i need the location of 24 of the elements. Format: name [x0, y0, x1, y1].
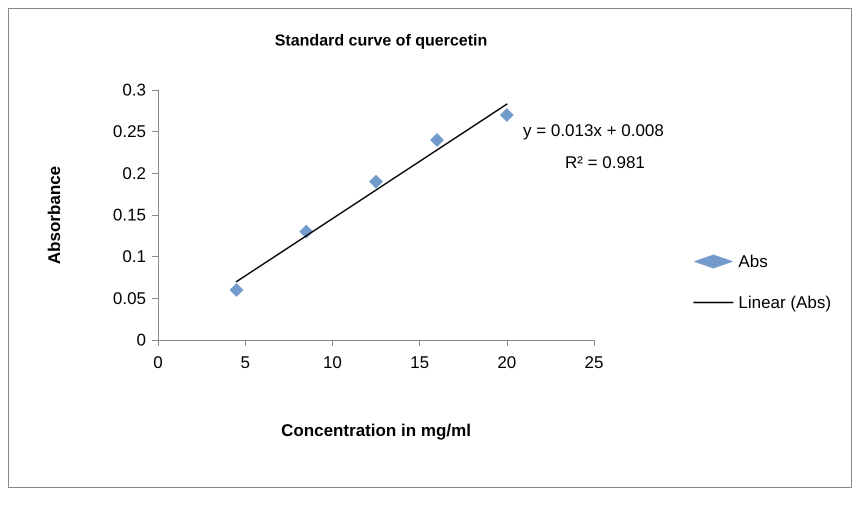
x-axis-title: Concentration in mg/ml [281, 421, 471, 440]
x-tick-label: 10 [322, 353, 342, 372]
legend-label: Abs [738, 252, 768, 271]
x-tick-label: 5 [240, 353, 250, 372]
y-tick-label: 0 [136, 330, 146, 350]
y-tick-label: 0.3 [122, 80, 146, 100]
point [430, 133, 444, 147]
annotation: y = 0.013x + 0.008 [523, 121, 664, 140]
point [229, 283, 244, 297]
y-tick-label: 0.2 [122, 164, 146, 183]
point [369, 174, 383, 189]
y-tick-label: 0.1 [122, 247, 146, 266]
legend-label: Linear (Abs) [738, 293, 832, 312]
y-axis-title: Absorbance [45, 166, 64, 264]
y-tick-label: 0.25 [112, 122, 146, 142]
annotation: R² = 0.981 [565, 153, 645, 172]
x-tick-label: 15 [410, 353, 430, 372]
y-tick-label: 0.05 [112, 288, 146, 308]
chart-title: Standard curve of quercetin [274, 32, 488, 50]
x-tick-label: 0 [153, 353, 163, 372]
x-tick-label: 20 [497, 353, 516, 372]
y-tick-label: 0.15 [112, 206, 146, 224]
point [500, 108, 514, 122]
x-tick-label: 25 [584, 353, 604, 372]
